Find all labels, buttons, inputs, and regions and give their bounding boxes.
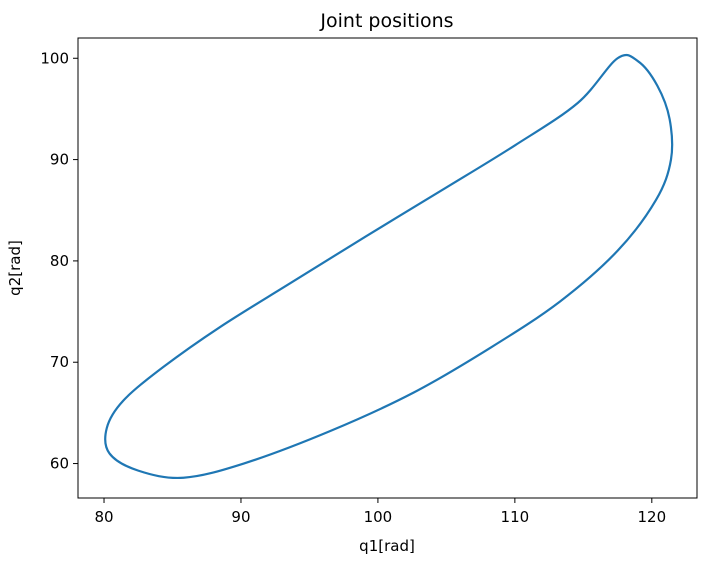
y-tick-label: 100 (40, 49, 69, 67)
chart-title: Joint positions (319, 10, 453, 32)
x-tick-label: 80 (94, 508, 113, 526)
y-tick-label: 70 (50, 353, 69, 371)
plot-frame (77, 37, 698, 499)
y-tick-label: 80 (50, 252, 69, 270)
x-tick-label: 90 (231, 508, 250, 526)
y-tick-label: 90 (50, 151, 69, 169)
x-tick-label: 110 (501, 508, 530, 526)
y-tick-label: 60 (50, 455, 69, 473)
series-line-0 (104, 53, 674, 480)
x-tick-label: 120 (637, 508, 666, 526)
x-axis-label: q1[rad] (359, 537, 415, 555)
y-axis-label: q2[rad] (6, 240, 24, 296)
x-tick-label: 100 (364, 508, 393, 526)
